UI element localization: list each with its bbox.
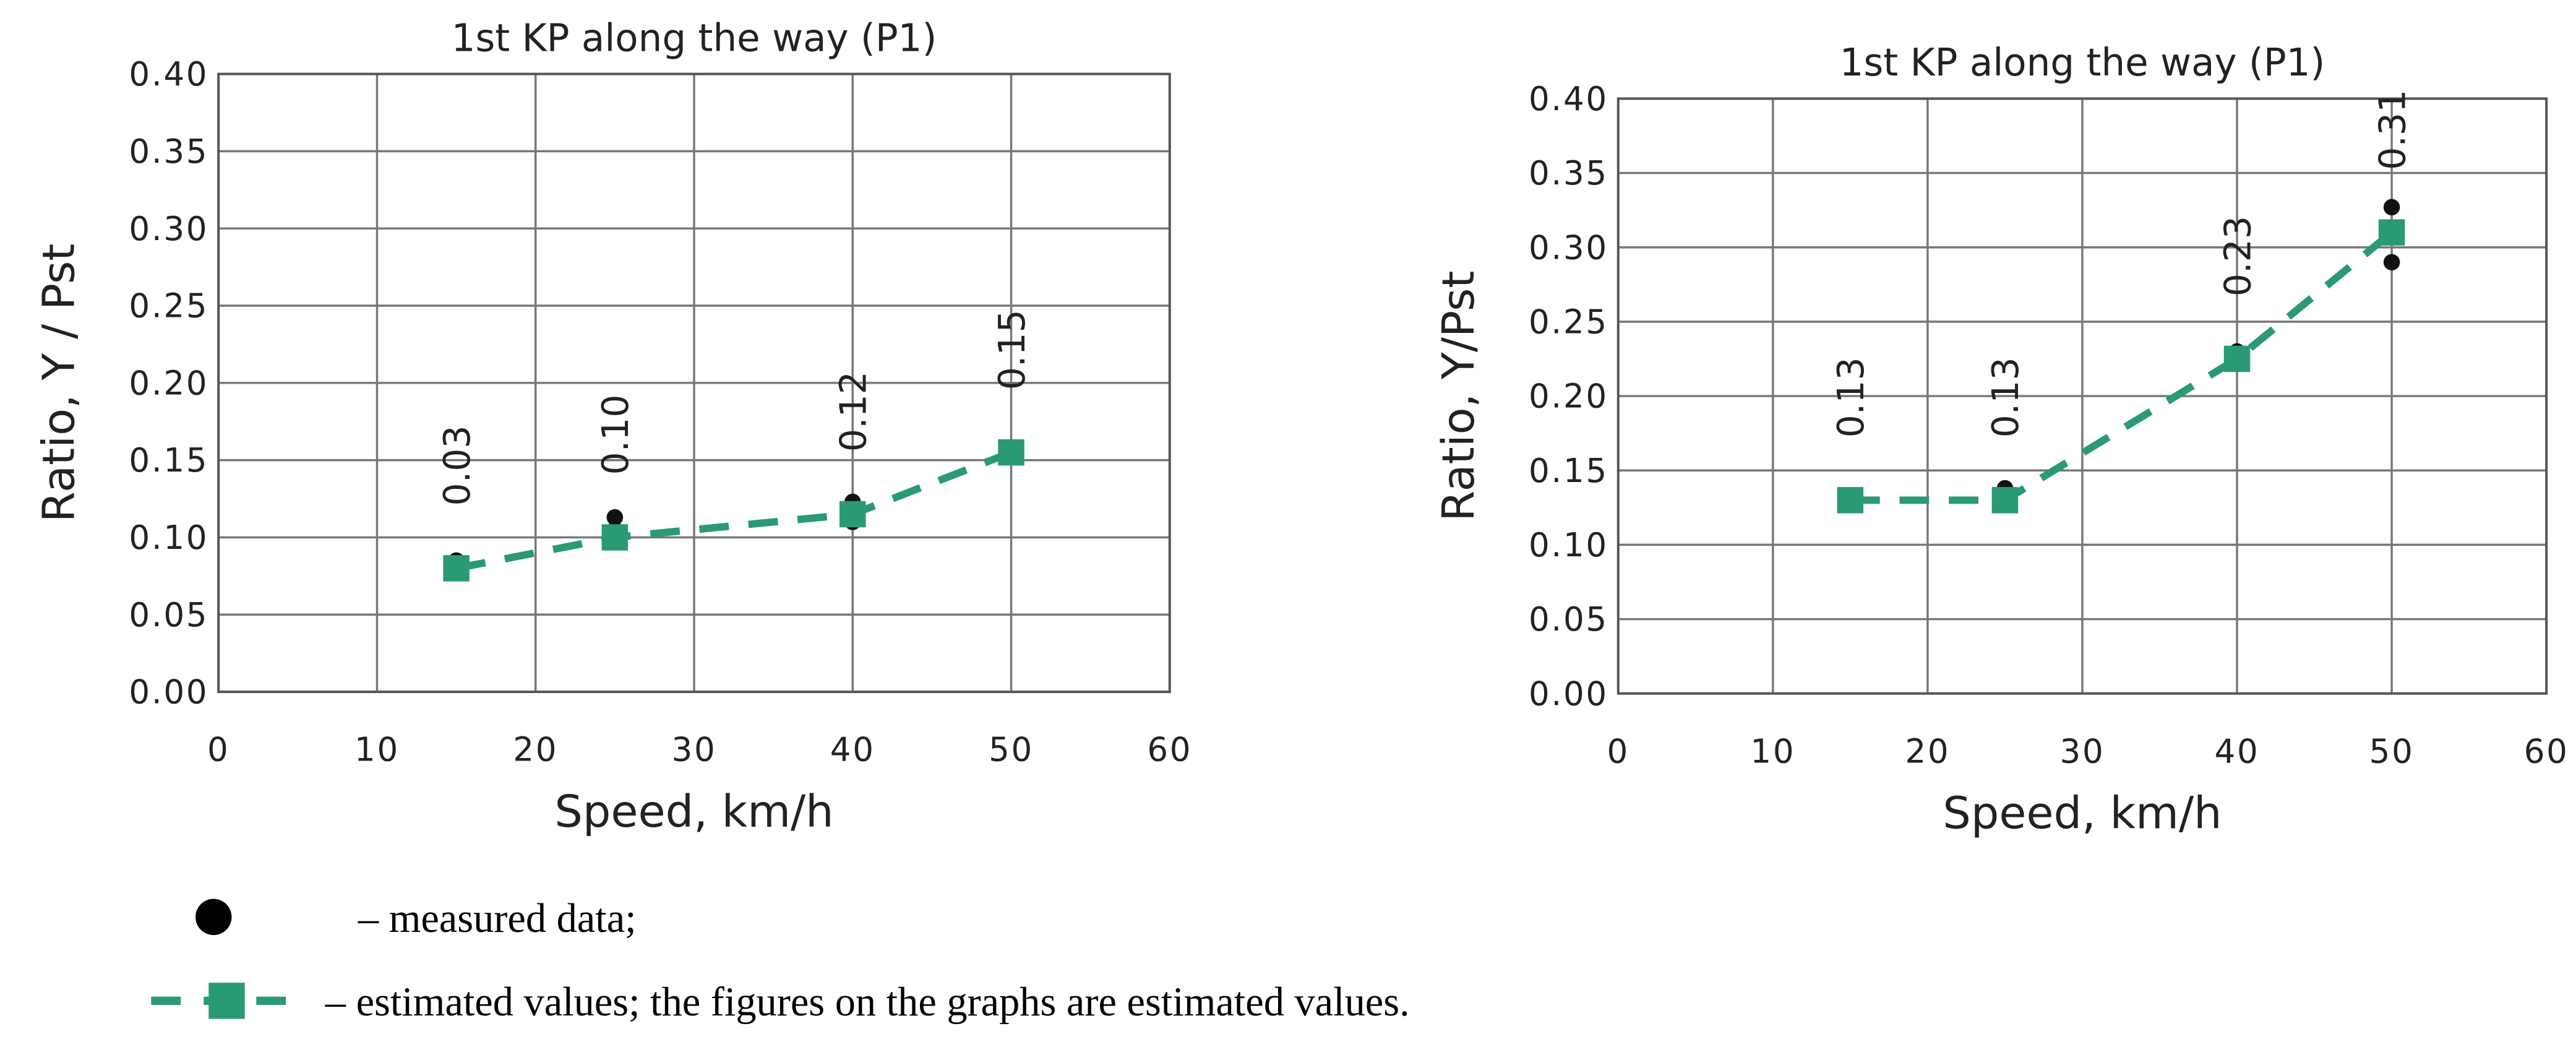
- estimate-line: [1850, 230, 2394, 504]
- y-tick-label: 0.30: [129, 210, 208, 248]
- y-tick-label: 0.20: [129, 364, 208, 402]
- x-tick-label: 20: [513, 731, 558, 769]
- legend-text: – estimated values; the figures on the g…: [325, 980, 1410, 1025]
- y-tick-label: 0.25: [1529, 303, 1608, 341]
- estimate-point: [2378, 219, 2405, 246]
- x-tick-label: 0: [1607, 732, 1629, 770]
- x-tick-label: 50: [989, 731, 1034, 769]
- y-tick-label: 0.20: [1529, 377, 1608, 416]
- x-tick-label: 0: [207, 731, 230, 769]
- y-tick-label: 0.35: [1529, 154, 1608, 192]
- measured-point: [2383, 254, 2400, 271]
- x-axis-label: Speed, km/h: [1943, 786, 2222, 838]
- y-tick-label: 0.15: [1529, 452, 1608, 490]
- y-tick-label: 0.15: [129, 441, 208, 480]
- x-tick-label: 40: [830, 731, 875, 769]
- estimate-point: [443, 555, 470, 582]
- legend-marker-circle: [195, 898, 232, 936]
- y-tick-label: 0.05: [129, 596, 208, 634]
- data-annotation: 0.10: [595, 394, 637, 475]
- y-tick-label: 0.30: [1529, 228, 1608, 267]
- data-annotation: 0.23: [2217, 216, 2259, 296]
- measured-point: [2383, 199, 2400, 216]
- y-tick-label: 0.35: [129, 132, 208, 171]
- chart-title: 1st KP along the way (P1): [452, 16, 937, 60]
- legend-text: – measured data;: [358, 896, 637, 941]
- y-tick-label: 0.40: [1529, 80, 1608, 118]
- y-tick-label: 0.05: [1529, 600, 1608, 639]
- x-tick-label: 30: [2060, 732, 2105, 770]
- plot-frame: [1616, 97, 2548, 695]
- x-axis-label: Speed, km/h: [554, 785, 833, 837]
- measured-point: [606, 509, 624, 526]
- x-tick-label: 40: [2215, 732, 2260, 770]
- x-tick-label: 60: [2524, 732, 2569, 770]
- estimate-point: [601, 524, 629, 551]
- y-axis-label: Ratio, Y / Pst: [33, 244, 85, 523]
- x-tick-label: 50: [2369, 732, 2415, 770]
- estimate-point: [839, 501, 866, 528]
- x-tick-label: 20: [1905, 732, 1950, 770]
- x-tick-label: 30: [672, 731, 717, 769]
- estimate-point: [1837, 487, 1864, 514]
- data-annotation: 0.13: [1830, 357, 1872, 437]
- y-tick-label: 0.00: [129, 673, 208, 712]
- chart-title: 1st KP along the way (P1): [1840, 41, 2325, 85]
- data-annotation: 0.15: [991, 309, 1033, 390]
- estimate-point: [2223, 345, 2251, 373]
- data-annotation: 0.03: [436, 425, 478, 506]
- estimate-point: [998, 439, 1024, 466]
- y-tick-label: 0.00: [1529, 674, 1608, 713]
- x-tick-label: 10: [1750, 732, 1795, 770]
- legend-marker-square: [208, 983, 245, 1019]
- x-tick-label: 10: [354, 731, 400, 769]
- y-tick-label: 0.10: [1529, 526, 1608, 564]
- data-annotation: 0.12: [833, 371, 875, 452]
- estimate-point: [1991, 487, 2019, 514]
- plot-frame: [217, 72, 1171, 694]
- y-axis-label: Ratio, Y/Pst: [1432, 271, 1484, 522]
- y-tick-label: 0.40: [129, 55, 208, 93]
- y-tick-label: 0.25: [129, 287, 208, 325]
- estimate-line: [455, 449, 1013, 572]
- y-tick-label: 0.10: [129, 519, 208, 557]
- data-annotation: 0.31: [2371, 90, 2413, 170]
- data-annotation: 0.13: [1985, 357, 2027, 437]
- x-tick-label: 60: [1147, 731, 1192, 769]
